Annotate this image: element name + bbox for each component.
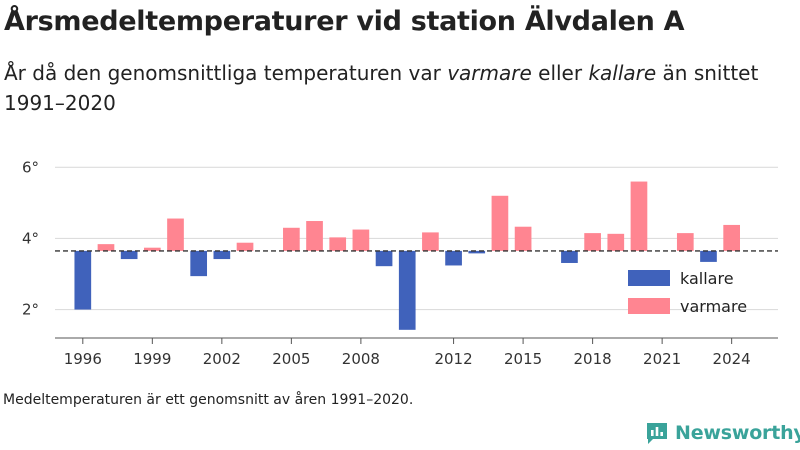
bar-2014 <box>491 195 509 251</box>
bar-2008 <box>352 229 370 251</box>
x-tick-label: 2005 <box>272 350 310 368</box>
x-tick-label: 1996 <box>64 350 102 368</box>
bar-2005 <box>283 227 300 251</box>
legend-label-varmare: varmare <box>680 297 747 316</box>
y-tick-label: 2° <box>22 301 39 319</box>
x-tick-label: 2008 <box>342 350 380 368</box>
bar-2002 <box>213 250 231 260</box>
bar-2019 <box>607 233 625 251</box>
bar-2015 <box>514 226 532 251</box>
bar-1996 <box>74 250 92 310</box>
legend-swatch-kallare <box>628 270 670 286</box>
bar-2018 <box>584 233 601 251</box>
x-tick-label: 2002 <box>203 350 241 368</box>
bar-2017 <box>561 250 578 263</box>
bar-2000 <box>167 218 184 251</box>
bar-1998 <box>120 250 138 260</box>
bar-1999 <box>143 247 161 251</box>
bar-2020 <box>630 181 648 251</box>
x-tick-label: 2012 <box>434 350 472 368</box>
x-tick-label: 2015 <box>504 350 542 368</box>
legend: kallare varmare <box>628 269 747 316</box>
bar-2003 <box>236 242 254 251</box>
bar-2001 <box>190 250 208 277</box>
bar-2006 <box>306 221 323 251</box>
bar-2012 <box>445 250 462 266</box>
y-tick-label: 6° <box>22 158 39 176</box>
chart-title: Årsmedeltemperaturer vid station Älvdale… <box>4 6 685 37</box>
bar-1997 <box>97 244 115 251</box>
bar-2013 <box>468 250 486 254</box>
subtitle-cold-word: kallare <box>588 61 657 85</box>
bar-2024 <box>723 224 740 251</box>
x-tick-label: 1999 <box>133 350 171 368</box>
bar-2011 <box>422 232 439 251</box>
subtitle-part1: År då den genomsnittliga temperaturen va… <box>4 61 448 85</box>
x-tick-label: 2018 <box>574 350 612 368</box>
legend-swatch-varmare <box>628 298 670 314</box>
legend-label-kallare: kallare <box>680 269 734 288</box>
subtitle-part2: eller <box>531 61 589 85</box>
subtitle-warm-word: varmare <box>447 61 532 85</box>
footnote: Medeltemperaturen är ett genomsnitt av å… <box>3 392 414 408</box>
x-tick-label: 2021 <box>643 350 681 368</box>
axes: 2° 4° 6° 1996 1999 2002 2005 2008 2012 2015 2018 20… <box>22 158 778 368</box>
y-tick-label: 4° <box>22 229 39 247</box>
subtitle-part3: än snittet 1991–2020 <box>4 61 759 115</box>
gridlines <box>55 166 778 311</box>
chart-subtitle: År då den genomsnittliga temperaturen va… <box>4 58 794 118</box>
bar-2010 <box>398 250 416 330</box>
x-tick-label: 2024 <box>713 350 751 368</box>
bar-2023 <box>700 250 717 262</box>
bar-2009 <box>375 250 393 267</box>
brand-logo: Newsworthy <box>645 420 800 446</box>
bar-chart: 2° 4° 6° 1996 1999 2002 2005 2008 2012 2015 2018 20… <box>22 158 778 368</box>
bars <box>74 181 740 330</box>
bar-2007 <box>329 237 347 251</box>
bar-2022 <box>676 233 694 251</box>
brand-name: Newsworthy <box>675 422 800 444</box>
newsworthy-logo-icon <box>647 423 667 444</box>
